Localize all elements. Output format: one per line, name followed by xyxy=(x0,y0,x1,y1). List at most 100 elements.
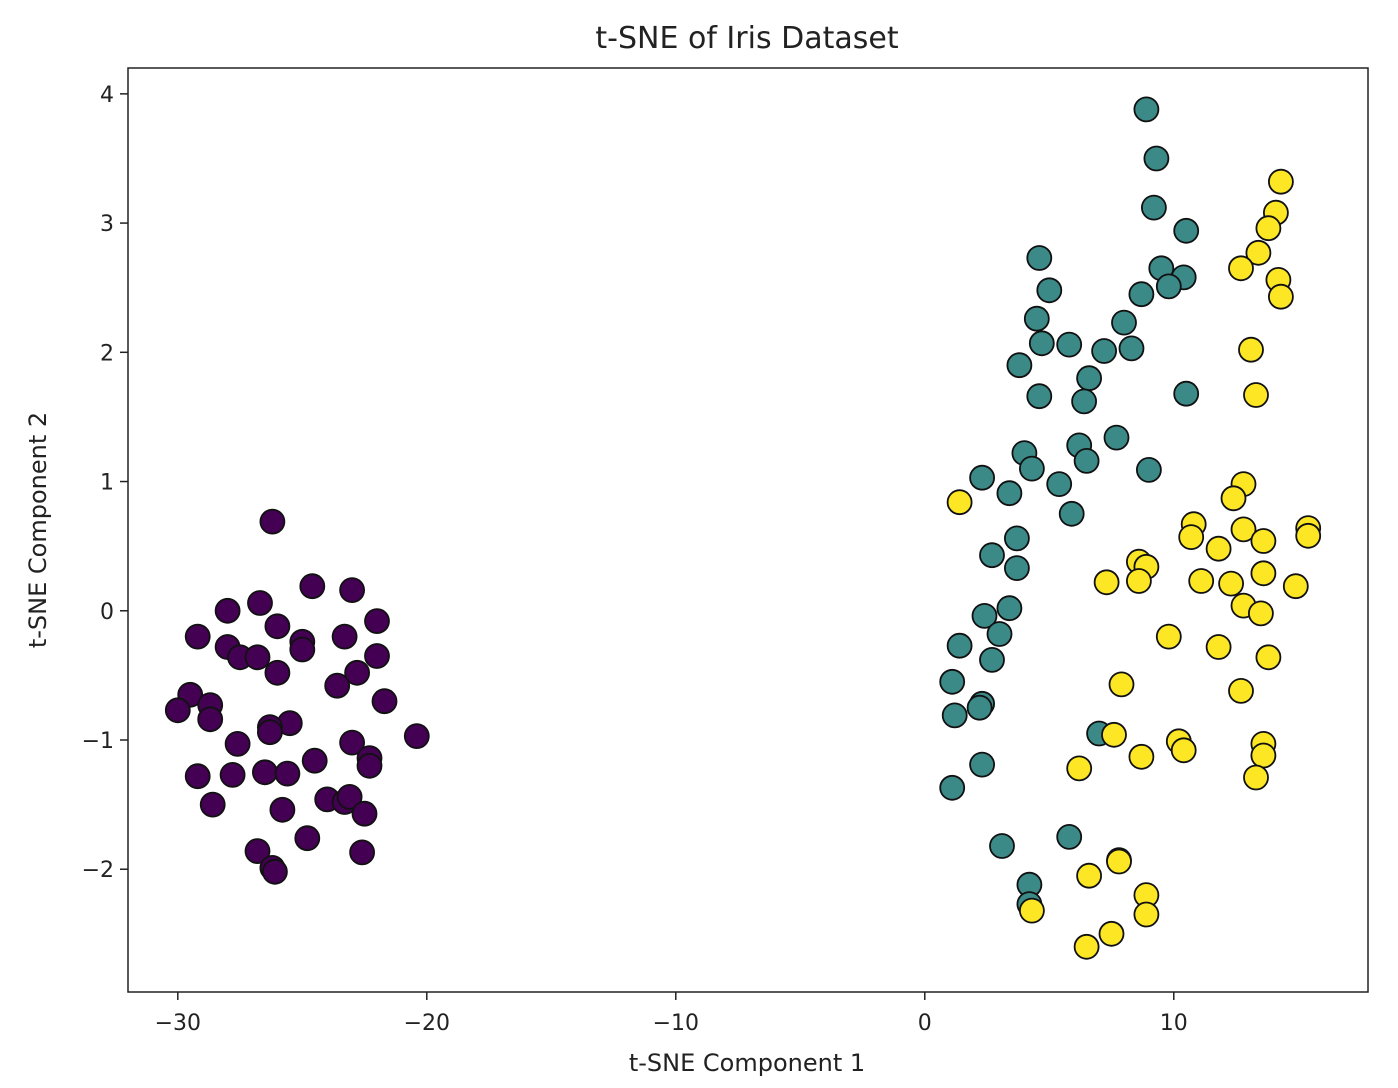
scatter-point xyxy=(1188,568,1215,594)
plot-area xyxy=(127,67,1369,993)
scatter-point xyxy=(251,759,278,786)
scatter-point xyxy=(1268,168,1294,195)
scatter-point xyxy=(274,760,301,787)
scatter-point xyxy=(1282,573,1309,600)
scatter-point xyxy=(1106,848,1132,875)
scatter-point xyxy=(1295,522,1322,549)
x-axis-label: t-SNE Component 1 xyxy=(629,1049,865,1077)
scatter-point xyxy=(364,643,390,669)
scatter-point xyxy=(256,719,283,746)
scatter-point xyxy=(1073,933,1100,960)
scatter-point xyxy=(1255,215,1282,242)
scatter-point xyxy=(1220,485,1247,512)
scatter-point xyxy=(986,621,1013,647)
scatter-point xyxy=(1255,644,1282,671)
scatter-point xyxy=(969,751,995,778)
scatter-point xyxy=(989,833,1015,859)
scatter-point xyxy=(939,668,966,695)
scatter-point xyxy=(1170,737,1197,764)
scatter-point xyxy=(261,858,288,885)
scatter-point xyxy=(1108,671,1135,698)
scatter-point xyxy=(184,623,211,650)
scatter-point xyxy=(1178,524,1205,550)
scatter-point xyxy=(301,747,328,774)
scatter-point xyxy=(939,774,966,801)
scatter-point xyxy=(259,508,286,535)
scatter-point xyxy=(966,694,993,721)
scatter-point xyxy=(1046,471,1073,498)
scatter-point xyxy=(946,632,973,659)
scatter-point xyxy=(344,659,371,686)
scatter-point xyxy=(364,608,390,634)
y-tick-label: 4 xyxy=(100,83,114,108)
scatter-point xyxy=(1056,824,1083,850)
scatter-point xyxy=(349,839,376,866)
scatter-point xyxy=(969,464,995,491)
scatter-point xyxy=(336,784,363,810)
x-tick-label: 10 xyxy=(1160,1011,1188,1036)
scatter-point xyxy=(1155,273,1182,300)
scatter-point xyxy=(244,838,271,864)
scatter-point xyxy=(264,613,291,640)
scatter-point xyxy=(197,706,224,733)
scatter-point xyxy=(289,636,316,663)
scatter-point xyxy=(1248,600,1274,627)
scatter-point xyxy=(1141,194,1167,221)
scatter-point xyxy=(1091,338,1117,364)
scatter-point xyxy=(979,542,1005,569)
scatter-point xyxy=(1228,678,1254,704)
scatter-point xyxy=(1019,455,1045,482)
scatter-point xyxy=(941,702,968,729)
y-tick-label: 3 xyxy=(100,212,114,237)
scatter-point xyxy=(219,762,246,788)
scatter-point xyxy=(1205,535,1232,562)
scatter-point xyxy=(351,800,378,827)
scatter-point xyxy=(1243,764,1269,791)
scatter-point xyxy=(184,763,211,790)
scatter-point xyxy=(244,644,271,671)
scatter-point xyxy=(403,723,430,749)
scatter-point xyxy=(996,595,1023,622)
scatter-point xyxy=(1250,742,1277,769)
scatter-point xyxy=(1026,383,1053,410)
scatter-point xyxy=(996,480,1023,507)
scatter-point xyxy=(1101,721,1127,748)
points-layer xyxy=(164,96,1322,960)
x-tick-label: −20 xyxy=(404,1011,450,1036)
scatter-point xyxy=(1093,569,1120,596)
scatter-point xyxy=(356,752,383,779)
scatter-point xyxy=(1155,623,1182,650)
scatter-point xyxy=(1243,382,1269,408)
y-tick-label: 1 xyxy=(100,471,114,496)
scatter-point xyxy=(1023,305,1050,332)
scatter-point xyxy=(1026,245,1053,271)
scatter-point xyxy=(1250,560,1277,587)
scatter-point xyxy=(979,647,1005,673)
scatter-point xyxy=(946,489,973,516)
scatter-point xyxy=(1238,336,1264,363)
scatter-point xyxy=(1111,309,1137,336)
scatter-point xyxy=(1228,255,1254,282)
scatter-point xyxy=(199,791,226,818)
scatter-point xyxy=(299,573,326,600)
scatter-point xyxy=(1006,352,1033,379)
scatter-point xyxy=(1133,901,1160,928)
scatter-point xyxy=(1004,525,1030,552)
scatter-point xyxy=(214,597,241,624)
scatter-point xyxy=(331,623,358,650)
scatter-point xyxy=(1058,500,1085,527)
scatter-point xyxy=(1133,96,1160,123)
scatter-point xyxy=(294,825,321,852)
scatter-point xyxy=(324,672,351,699)
scatter-point xyxy=(1143,145,1170,172)
y-axis-label: t-SNE Component 2 xyxy=(24,412,52,648)
y-tick-label: 2 xyxy=(100,341,114,366)
scatter-point xyxy=(1126,568,1152,594)
scatter-point xyxy=(1128,743,1155,770)
scatter-point xyxy=(164,697,191,724)
scatter-point xyxy=(269,796,296,823)
scatter-point xyxy=(1173,380,1200,407)
y-tick-label: −2 xyxy=(82,858,114,883)
